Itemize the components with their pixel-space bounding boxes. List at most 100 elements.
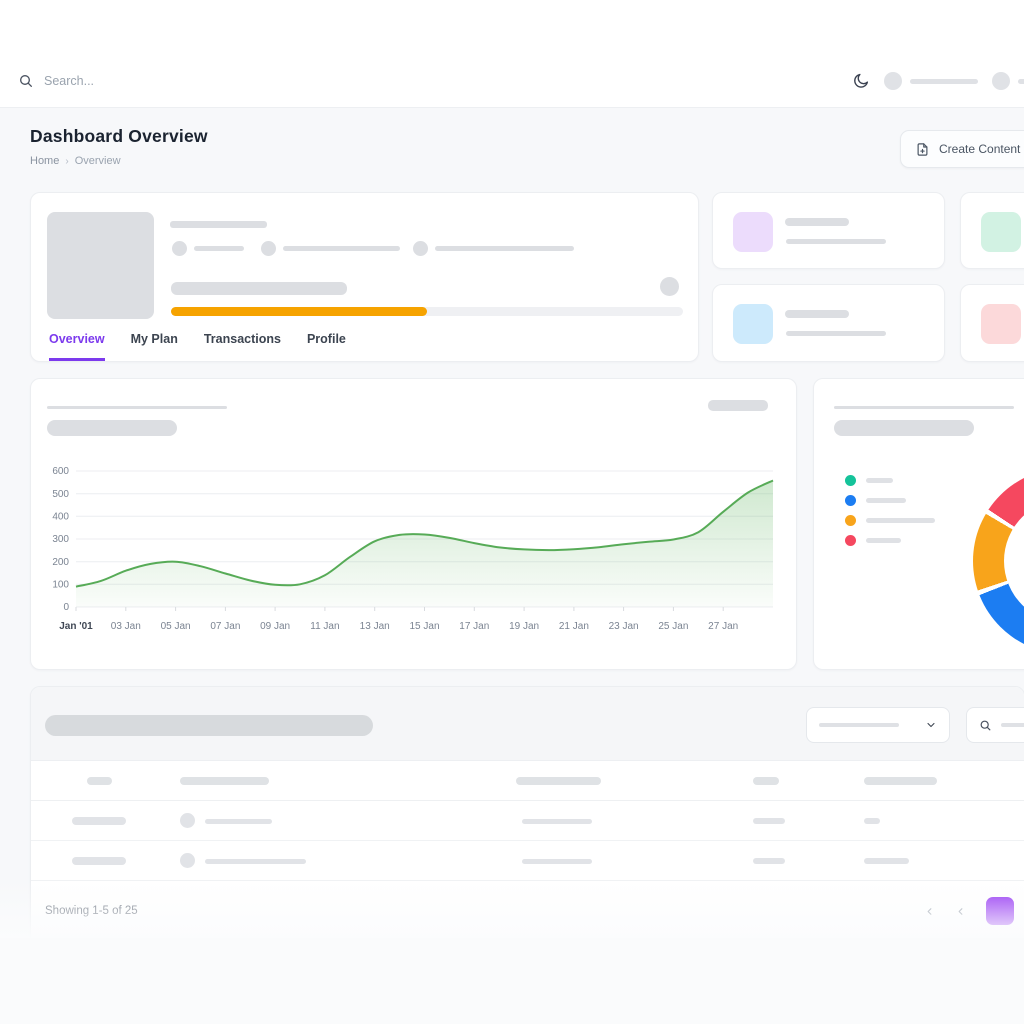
- first-page-icon[interactable]: [924, 906, 935, 917]
- pagination-summary: Showing 1-5 of 25: [45, 905, 138, 917]
- progress-track: [171, 307, 683, 316]
- donut-chart: [973, 468, 1024, 654]
- legend-dot-orange: [845, 515, 856, 526]
- svg-text:19 Jan: 19 Jan: [509, 621, 539, 632]
- meta-dot-skeleton: [172, 241, 187, 256]
- legend-dot-teal: [845, 475, 856, 486]
- data-table-card: Showing 1-5 of 25: [30, 686, 1024, 1024]
- moon-icon[interactable]: [852, 72, 870, 90]
- legend-item-3: [845, 515, 935, 526]
- tab-profile[interactable]: Profile: [306, 332, 346, 346]
- user-skeleton-1: [884, 72, 978, 90]
- donut-hole: [1004, 499, 1024, 623]
- legend-item-2: [845, 495, 906, 506]
- pagination-controls: [924, 897, 1014, 925]
- donut-title-line-skeleton: [834, 406, 1014, 409]
- stat-card-2: [960, 192, 1024, 269]
- table-header-row: [31, 761, 1024, 801]
- profile-tabs: Overview My Plan Transactions Profile: [49, 332, 346, 361]
- search-icon: [979, 719, 992, 732]
- meta-line-skeleton: [194, 246, 244, 251]
- avatar-skeleton: [47, 212, 154, 319]
- svg-text:05 Jan: 05 Jan: [161, 621, 191, 632]
- topbar: [0, 55, 1024, 108]
- breadcrumb-current: Overview: [74, 155, 121, 167]
- stat-card-1: [712, 192, 945, 269]
- svg-text:200: 200: [52, 557, 69, 568]
- svg-text:600: 600: [52, 466, 69, 477]
- svg-text:25 Jan: 25 Jan: [658, 621, 688, 632]
- svg-text:23 Jan: 23 Jan: [609, 621, 639, 632]
- svg-text:09 Jan: 09 Jan: [260, 621, 290, 632]
- legend-item-4: [845, 535, 901, 546]
- table-row[interactable]: [31, 841, 1024, 881]
- row-avatar-skeleton: [180, 853, 195, 868]
- svg-text:500: 500: [52, 489, 69, 500]
- svg-text:300: 300: [52, 534, 69, 545]
- chevron-right-icon: ›: [65, 155, 69, 167]
- meta-line-skeleton: [435, 246, 574, 251]
- stat-card-4: [960, 284, 1024, 362]
- meta-dot-skeleton: [261, 241, 276, 256]
- create-content-button[interactable]: Create Content: [900, 130, 1024, 168]
- tab-my-plan[interactable]: My Plan: [130, 332, 178, 346]
- meta-dot-skeleton: [413, 241, 428, 256]
- stat-tile-icon: [733, 212, 773, 252]
- tab-overview[interactable]: Overview: [49, 332, 105, 361]
- activity-chart-card: 0 100 200 300 400 500 600 Jan '01 03 Jan 05 Jan 07…: [30, 378, 797, 670]
- legend-dot-red: [845, 535, 856, 546]
- chart-title-line-skeleton: [47, 406, 227, 409]
- table-search-input[interactable]: [966, 707, 1024, 743]
- topbar-right: [852, 72, 1024, 90]
- svg-text:15 Jan: 15 Jan: [409, 621, 439, 632]
- row-avatar-skeleton: [180, 813, 195, 828]
- chart-period-skeleton: [708, 400, 768, 411]
- svg-text:21 Jan: 21 Jan: [559, 621, 589, 632]
- stat-card-3: [712, 284, 945, 362]
- stat-label-skeleton: [785, 218, 849, 226]
- chevron-down-icon: [925, 719, 937, 731]
- chart-title-skeleton: [47, 420, 177, 436]
- table-footer: Showing 1-5 of 25: [31, 887, 1024, 935]
- svg-text:07 Jan: 07 Jan: [210, 621, 240, 632]
- svg-text:27 Jan: 27 Jan: [708, 621, 738, 632]
- svg-text:17 Jan: 17 Jan: [459, 621, 489, 632]
- search-input[interactable]: [44, 74, 264, 88]
- stat-tile-icon: [981, 304, 1021, 344]
- svg-text:11 Jan: 11 Jan: [310, 621, 339, 632]
- page-title: Dashboard Overview: [30, 126, 208, 146]
- badge-circle-skeleton: [660, 277, 679, 296]
- name-skeleton: [170, 221, 267, 228]
- breadcrumb: Home › Overview: [30, 155, 121, 167]
- stat-value-skeleton: [786, 331, 886, 336]
- meta-line-skeleton: [283, 246, 400, 251]
- stat-value-skeleton: [786, 239, 886, 244]
- prev-page-icon[interactable]: [955, 906, 966, 917]
- main-content: Dashboard Overview Home › Overview Creat…: [0, 108, 1024, 1024]
- donut-title-skeleton: [834, 420, 974, 436]
- table-filter-select[interactable]: [806, 707, 950, 743]
- stat-label-skeleton: [785, 310, 849, 318]
- table-toolbar: [31, 687, 1024, 761]
- svg-text:Jan '01: Jan '01: [59, 621, 93, 632]
- legend-dot-blue: [845, 495, 856, 506]
- breadcrumb-home[interactable]: Home: [30, 155, 60, 167]
- subtitle-skeleton: [171, 282, 347, 295]
- stat-tile-icon: [733, 304, 773, 344]
- stat-tile-icon: [981, 212, 1021, 252]
- table-row[interactable]: [31, 801, 1024, 841]
- svg-text:13 Jan: 13 Jan: [360, 621, 390, 632]
- tab-transactions[interactable]: Transactions: [203, 332, 281, 346]
- area-chart: 0 100 200 300 400 500 600 Jan '01 03 Jan 05 Jan 07…: [52, 466, 774, 632]
- table-title-skeleton: [45, 715, 373, 736]
- svg-text:100: 100: [52, 580, 69, 591]
- progress-fill: [171, 307, 427, 316]
- svg-text:03 Jan: 03 Jan: [111, 621, 141, 632]
- create-content-label: Create Content: [939, 142, 1021, 156]
- global-search: [18, 73, 264, 89]
- page-button-active[interactable]: [986, 897, 1014, 925]
- svg-text:400: 400: [52, 512, 69, 523]
- svg-text:0: 0: [63, 602, 69, 613]
- file-plus-icon: [915, 142, 930, 157]
